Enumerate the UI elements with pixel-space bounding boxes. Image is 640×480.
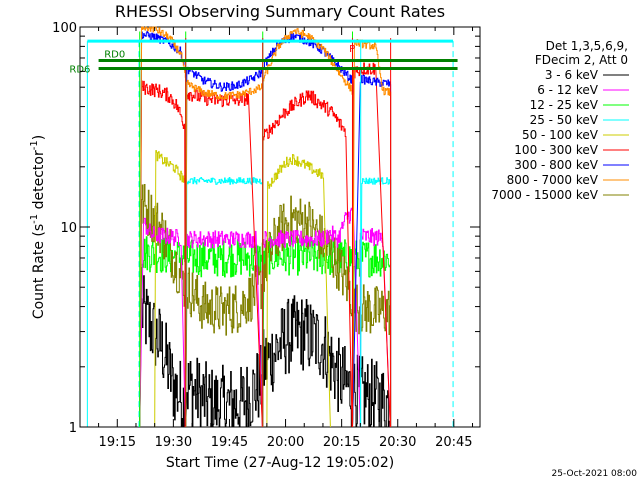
series-100-300-kev-trace-1	[139, 80, 186, 428]
footer-date: 25-Oct-2021 08:00	[552, 469, 638, 479]
x-tick-label-19:15: 19:15	[99, 435, 136, 450]
series-100-300-kev-trace-4	[351, 62, 391, 428]
series-3-6-kev-trace-1	[139, 275, 187, 428]
series-100-300-kev-trace-3	[261, 90, 353, 428]
y-axis-label-main: Count Rate (s	[31, 224, 47, 319]
y-axis-label-sup1: -1	[29, 214, 40, 224]
legend-label-25-50-kev: 25 - 50 keV	[530, 113, 599, 127]
series-25-50-kev-trace-2	[359, 177, 392, 428]
y-axis-label-end: )	[31, 135, 47, 140]
x-axis-label: Start Time (27-Aug-12 19:05:02)	[166, 455, 394, 471]
x-tick-label-20:30: 20:30	[379, 435, 416, 450]
chart-title: RHESSI Observing Summary Count Rates	[115, 2, 445, 21]
series-800-7000-kev-trace-3	[262, 28, 354, 428]
legend-label-100-300-kev: 100 - 300 keV	[514, 143, 598, 157]
legend-label-50-100-kev: 50 - 100 keV	[522, 128, 599, 142]
series-800-7000-kev-trace-1	[139, 26, 187, 428]
legend-label-800-7000-kev: 800 - 7000 keV	[507, 173, 599, 187]
rd0-label: RD0	[104, 49, 125, 60]
y-axis-label: Count Rate (s-1 detector-1)	[29, 135, 47, 319]
series-6-12-kev-trace-3	[261, 207, 361, 428]
x-tick-label-20:15: 20:15	[323, 435, 360, 450]
series-7000-15000-kev-trace-2	[185, 265, 264, 428]
legend-header-line-2: FDecim 2, Att 0	[535, 53, 628, 67]
legend-label-300-800-kev: 300 - 800 keV	[514, 158, 598, 172]
data-layer: RD0 RD6 P	[69, 26, 458, 428]
series-300-800-kev-trace-2	[185, 66, 264, 428]
rd6-label: RD6	[69, 65, 90, 76]
series-6-12-kev-trace-1	[139, 217, 186, 428]
series-300-800-kev-trace-4	[352, 74, 392, 428]
legend-label-3-6-kev: 3 - 6 keV	[545, 68, 599, 82]
x-tick-label-20:00: 20:00	[267, 435, 304, 450]
y-axis-label-sup2: -1	[29, 140, 40, 150]
series-800-7000-kev-trace-2	[185, 79, 264, 428]
series-50-100-kev-trace-1	[154, 150, 187, 428]
series-12-25-kev-trace-2	[185, 239, 264, 428]
x-tick-label-19:30: 19:30	[155, 435, 192, 450]
legend-header-line-1: Det 1,3,5,6,9,	[546, 39, 628, 53]
x-tick-label-19:45: 19:45	[211, 435, 248, 450]
legend-label-6-12-kev: 6 - 12 keV	[537, 83, 599, 97]
series-3-6-kev-trace-3	[262, 295, 354, 428]
legend-label-7000-15000-kev: 7000 - 15000 keV	[491, 188, 598, 202]
series-25-50-kev-trace-1	[185, 177, 264, 428]
y-axis-label-mid: detector	[31, 150, 47, 214]
y-tick-label-100: 100	[52, 21, 77, 36]
y-tick-label-1: 1	[69, 421, 77, 436]
legend-label-12-25-kev: 12 - 25 keV	[530, 98, 599, 112]
series-50-100-kev-trace-2	[266, 154, 331, 428]
x-tick-label-20:45: 20:45	[435, 435, 472, 450]
legend: Det 1,3,5,6,9, FDecim 2, Att 0 3 - 6 keV…	[491, 39, 629, 202]
series-6-12-kev-trace-2	[184, 230, 263, 428]
ticks-layer: 19:15 19:30 19:45 20:00 20:15 20:30 20:45 1 10 10…	[52, 21, 480, 450]
flag-p-label: P	[349, 44, 355, 55]
series-7000-15000-kev-trace-1	[139, 184, 187, 428]
y-tick-label-10: 10	[60, 221, 77, 236]
series-6-12-kev-trace-4	[359, 228, 391, 428]
series-3-6-kev-trace-2	[185, 345, 264, 428]
